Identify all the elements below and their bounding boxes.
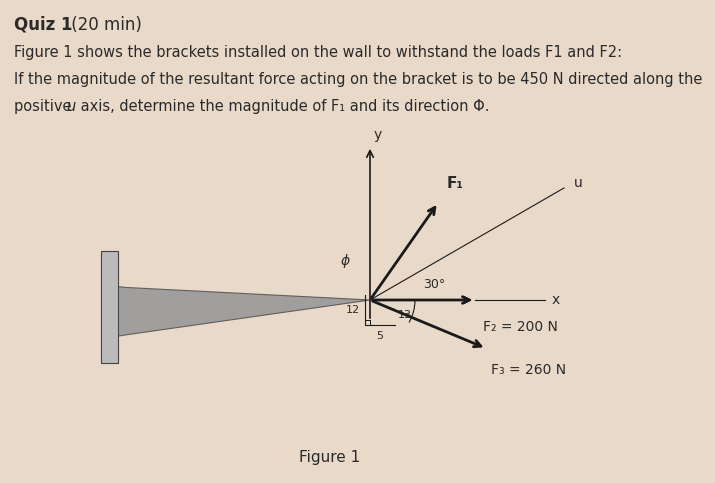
Text: 13: 13 xyxy=(398,310,412,320)
Text: 5: 5 xyxy=(377,331,383,341)
Text: (20 min): (20 min) xyxy=(66,16,142,34)
Text: Quiz 1: Quiz 1 xyxy=(14,16,72,34)
Polygon shape xyxy=(101,251,118,363)
Text: F₁: F₁ xyxy=(446,175,463,190)
Text: Figure 1: Figure 1 xyxy=(300,450,360,465)
Text: ϕ: ϕ xyxy=(341,255,350,269)
Text: If the magnitude of the resultant force acting on the bracket is to be 450 N dir: If the magnitude of the resultant force … xyxy=(14,72,702,87)
Text: axis, determine the magnitude of F₁ and its direction Φ.: axis, determine the magnitude of F₁ and … xyxy=(76,99,490,114)
Text: u: u xyxy=(66,99,75,114)
Text: x: x xyxy=(552,293,561,307)
Text: F₂ = 200 N: F₂ = 200 N xyxy=(483,320,558,334)
Text: u: u xyxy=(574,176,583,190)
Text: F₃ = 260 N: F₃ = 260 N xyxy=(491,364,566,377)
Text: 30°: 30° xyxy=(423,279,445,292)
Text: positive: positive xyxy=(14,99,76,114)
Text: Figure 1 shows the brackets installed on the wall to withstand the loads F1 and : Figure 1 shows the brackets installed on… xyxy=(14,45,622,60)
Text: y: y xyxy=(373,128,382,142)
Text: 12: 12 xyxy=(346,305,360,315)
Polygon shape xyxy=(104,284,370,339)
